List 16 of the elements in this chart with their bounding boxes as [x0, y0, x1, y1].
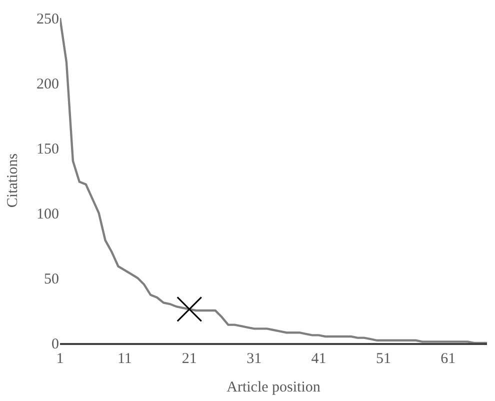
- x-axis-title: Article position: [226, 380, 321, 396]
- y-axis-title: Citations: [4, 153, 21, 208]
- y-tick-label: 200: [36, 76, 59, 92]
- x-tick-label: 41: [311, 351, 326, 367]
- x-tick-label: 1: [56, 351, 64, 367]
- line-series: [60, 18, 487, 343]
- x-tick-label: 61: [440, 351, 456, 367]
- y-tick-label: 250: [36, 11, 59, 28]
- x-tick-label: 21: [182, 351, 197, 367]
- y-tick-label: 0: [52, 336, 59, 352]
- x-tick-label: 51: [376, 351, 391, 367]
- y-tick-label: 50: [44, 271, 59, 288]
- y-tick-label: 100: [36, 206, 59, 222]
- x-tick-label: 31: [246, 351, 262, 367]
- x-tick-label: 11: [117, 351, 132, 367]
- y-tick-label: 150: [36, 141, 59, 158]
